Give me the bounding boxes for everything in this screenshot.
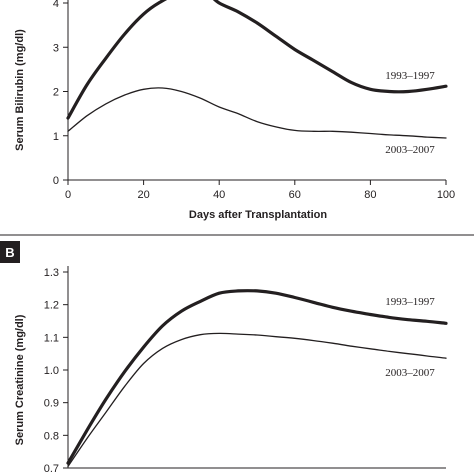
creatinine-series-label: 2003–2007	[385, 367, 435, 379]
bilirubin-series-label: 2003–2007	[385, 144, 435, 156]
creatinine-y-tick-label: 1.1	[44, 332, 59, 344]
bilirubin-x-tick-label: 100	[437, 189, 455, 201]
bilirubin-x-tick-label: 0	[65, 189, 71, 201]
panel-b-badge	[0, 241, 20, 263]
bilirubin-x-tick-label: 20	[137, 189, 149, 201]
bilirubin-x-tick-label: 60	[289, 189, 301, 201]
creatinine-series-label: 1993–1997	[385, 296, 435, 308]
bilirubin-x-axis-label: Days after Transplantation	[189, 209, 327, 221]
bilirubin-y-tick-label: 3	[53, 42, 59, 54]
bilirubin-panel: Serum Bilirubin (mg/dl) Days after Trans…	[14, 0, 455, 221]
panel-b-letter: B	[5, 245, 14, 260]
creatinine-series-line-thin	[67, 332, 447, 468]
bilirubin-y-tick-label: 1	[53, 131, 59, 143]
bilirubin-series-line-thin	[67, 87, 447, 139]
creatinine-y-tick-label: 0.9	[44, 398, 59, 410]
bilirubin-y-axis-label: Serum Bilirubin (mg/dl)	[14, 29, 26, 151]
creatinine-series-line-bold	[66, 289, 448, 465]
bilirubin-x-tick-label: 80	[364, 189, 376, 201]
creatinine-panel: B Serum Creatinine (mg/dl) 0.7 0.8 0.9 1.0 1…	[0, 241, 448, 474]
creatinine-y-tick-label: 0.8	[44, 430, 59, 442]
bilirubin-series-line-bold	[66, 0, 448, 120]
creatinine-y-tick-label: 0.7	[44, 463, 59, 474]
bilirubin-series-label: 1993–1997	[385, 70, 435, 82]
bilirubin-y-tick-label: 2	[53, 87, 59, 99]
bilirubin-x-tick-label: 40	[213, 189, 225, 201]
bilirubin-y-tick-label: 4	[53, 0, 59, 10]
creatinine-y-tick-label: 1.3	[44, 267, 59, 279]
creatinine-y-tick-label: 1.0	[44, 365, 59, 377]
bilirubin-y-tick-label: 0	[53, 175, 59, 187]
creatinine-y-axis-label: Serum Creatinine (mg/dl)	[14, 314, 26, 445]
creatinine-y-tick-label: 1.2	[44, 300, 59, 312]
